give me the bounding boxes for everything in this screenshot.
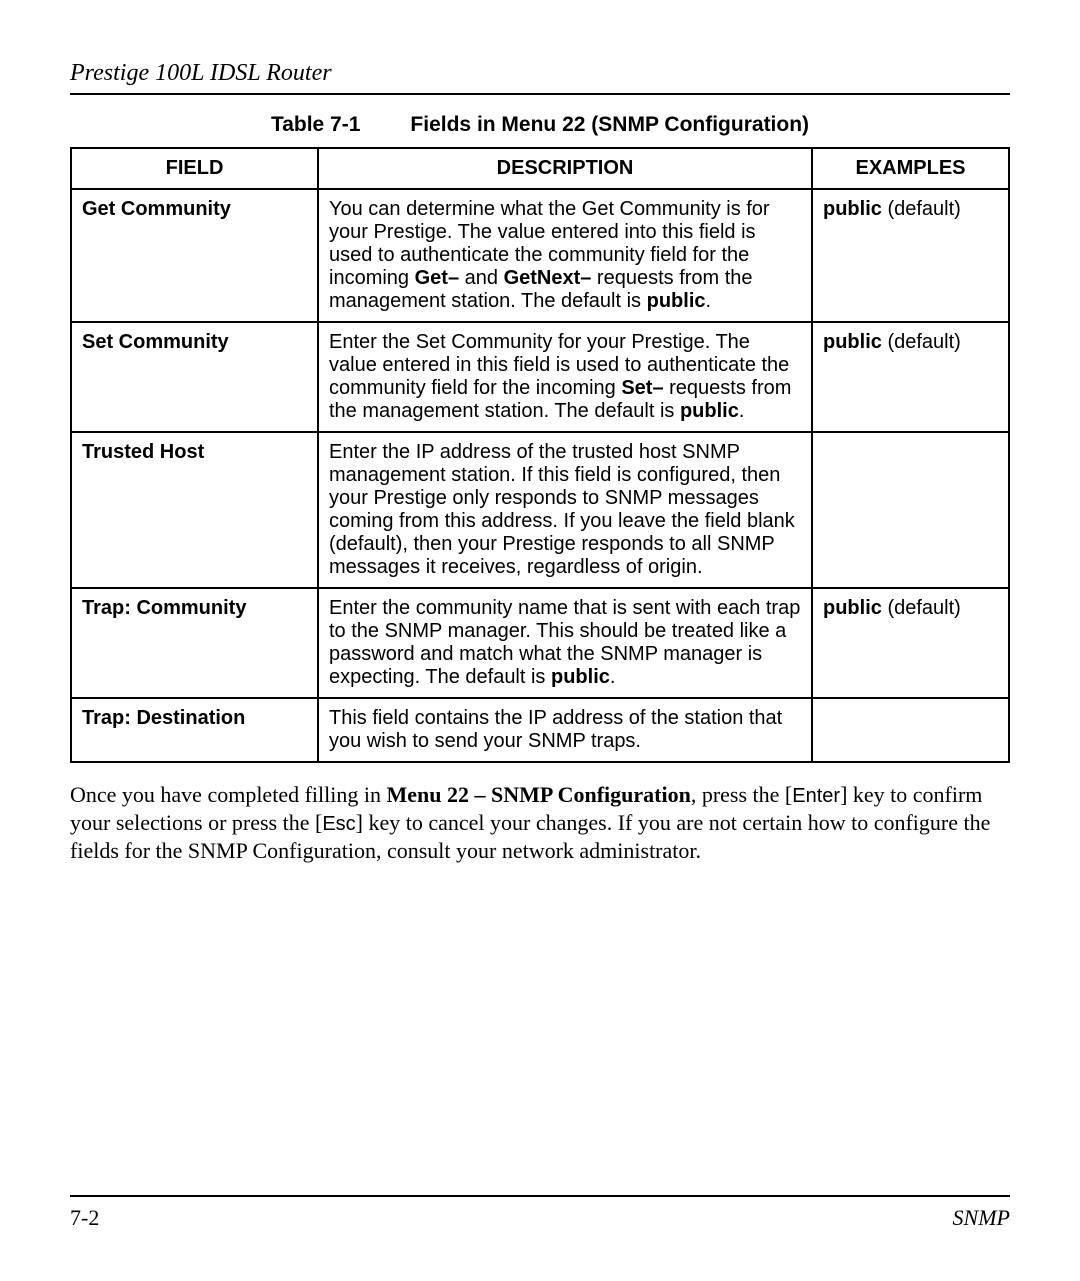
table-caption: Table 7-1 Fields in Menu 22 (SNMP Configu… bbox=[70, 113, 1010, 137]
cell-example bbox=[812, 698, 1009, 762]
column-header-field: FIELD bbox=[71, 148, 318, 189]
footer-section: SNMP bbox=[953, 1205, 1010, 1231]
cell-description: Enter the Set Community for your Prestig… bbox=[318, 322, 812, 432]
cell-example: public (default) bbox=[812, 322, 1009, 432]
cell-description: This field contains the IP address of th… bbox=[318, 698, 812, 762]
table-row: Get Community You can determine what the… bbox=[71, 189, 1009, 322]
cell-example bbox=[812, 432, 1009, 588]
cell-description: Enter the community name that is sent wi… bbox=[318, 588, 812, 698]
cell-field: Trap: Destination bbox=[71, 698, 318, 762]
cell-description: Enter the IP address of the trusted host… bbox=[318, 432, 812, 588]
table-row: Set Community Enter the Set Community fo… bbox=[71, 322, 1009, 432]
table-body: Get Community You can determine what the… bbox=[71, 189, 1009, 762]
table-caption-number: Table 7-1 bbox=[271, 113, 360, 137]
footer-page-number: 7-2 bbox=[70, 1205, 99, 1231]
cell-field: Trap: Community bbox=[71, 588, 318, 698]
column-header-examples: EXAMPLES bbox=[812, 148, 1009, 189]
closing-paragraph: Once you have completed filling in Menu … bbox=[70, 781, 1010, 865]
table-row: Trap: Community Enter the community name… bbox=[71, 588, 1009, 698]
cell-description: You can determine what the Get Community… bbox=[318, 189, 812, 322]
table-header-row: FIELD DESCRIPTION EXAMPLES bbox=[71, 148, 1009, 189]
cell-example: public (default) bbox=[812, 588, 1009, 698]
table-row: Trusted Host Enter the IP address of the… bbox=[71, 432, 1009, 588]
running-header: Prestige 100L IDSL Router bbox=[70, 60, 1010, 95]
cell-field: Set Community bbox=[71, 322, 318, 432]
cell-field: Get Community bbox=[71, 189, 318, 322]
table-caption-title: Fields in Menu 22 (SNMP Configuration) bbox=[410, 113, 809, 136]
page-footer: 7-2 SNMP bbox=[70, 1195, 1010, 1231]
snmp-fields-table: FIELD DESCRIPTION EXAMPLES Get Community… bbox=[70, 147, 1010, 763]
table-row: Trap: Destination This field contains th… bbox=[71, 698, 1009, 762]
cell-example: public (default) bbox=[812, 189, 1009, 322]
document-page: Prestige 100L IDSL Router Table 7-1 Field… bbox=[0, 0, 1080, 1281]
cell-field: Trusted Host bbox=[71, 432, 318, 588]
column-header-description: DESCRIPTION bbox=[318, 148, 812, 189]
